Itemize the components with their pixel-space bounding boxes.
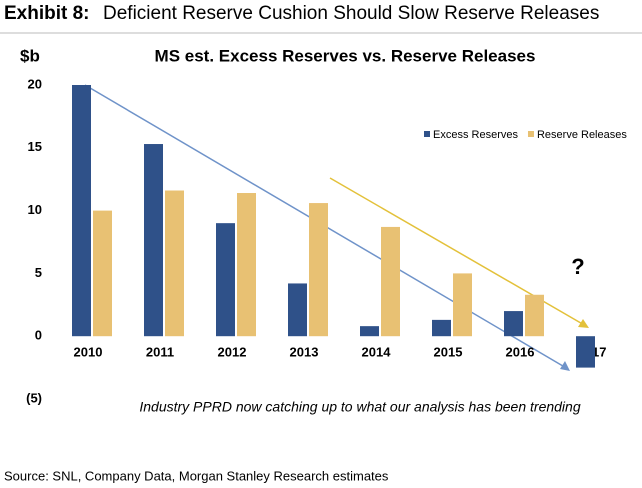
y-tick-label: 20	[28, 76, 42, 91]
bar	[216, 223, 235, 337]
bar	[525, 294, 544, 337]
bar	[165, 190, 184, 337]
arrow-head	[560, 361, 570, 371]
y-tick-label: 5	[35, 265, 42, 280]
x-tick-label: 2011	[146, 345, 174, 360]
annotation: ?	[571, 254, 584, 279]
y-tick-label: (5)	[26, 390, 42, 405]
y-axis-label: $b	[20, 46, 40, 65]
bar	[453, 273, 472, 337]
legend-swatch	[527, 131, 534, 137]
y-tick-label: 15	[28, 139, 42, 154]
y-tick-label: 10	[28, 202, 42, 217]
annotation: Industry PPRD now catching up to what ou…	[139, 399, 580, 415]
x-tick-label: 2015	[434, 345, 463, 360]
x-tick-label: 2016	[506, 345, 535, 360]
x-tick-label: 2013	[290, 345, 319, 360]
bar	[576, 336, 595, 368]
exhibit-label: Exhibit 8:	[4, 3, 90, 24]
bar	[432, 319, 451, 337]
bar	[504, 311, 523, 337]
x-tick-label: 2010	[74, 345, 103, 360]
x-tick-label: 2012	[218, 345, 247, 360]
chart-title: MS est. Excess Reserves vs. Reserve Rele…	[155, 46, 536, 65]
bar	[381, 226, 400, 337]
exhibit-title: Deficient Reserve Cushion Should Slow Re…	[103, 3, 599, 24]
bar	[237, 193, 256, 337]
legend-label: Reserve Releases	[537, 129, 627, 141]
bar	[144, 144, 163, 337]
bar	[309, 203, 328, 337]
bar	[72, 85, 91, 337]
legend-swatch	[424, 131, 430, 137]
bar	[93, 210, 112, 337]
bar	[360, 326, 379, 337]
legend-label: Excess Reserves	[433, 129, 518, 141]
arrow-head	[578, 319, 589, 328]
source: Source: SNL, Company Data, Morgan Stanle…	[4, 468, 389, 483]
bar	[288, 283, 307, 337]
x-tick-label: 2014	[362, 345, 392, 360]
y-tick-label: 0	[35, 328, 42, 343]
